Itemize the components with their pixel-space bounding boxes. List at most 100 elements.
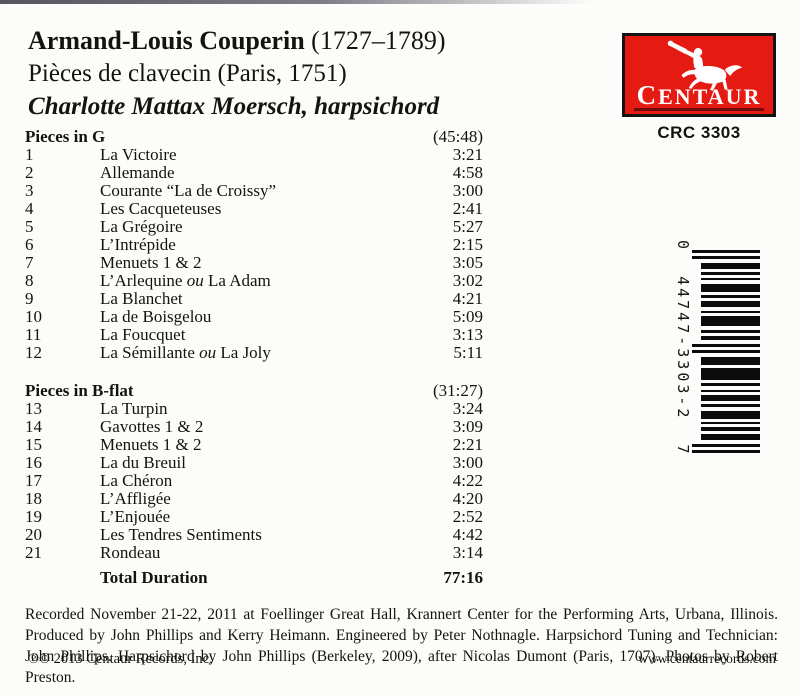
track-title: L’Enjouée [100,507,171,526]
track-number: 21 [25,543,42,562]
centaur-logo-text: CENTAUR [636,80,762,110]
track-row: 4 Les Cacqueteuses 2:41 [25,200,483,218]
track-section: Pieces in G (45:48) 1 La Victoire 3:21 2 Allem… [25,127,483,362]
track-title: La Turpin [100,399,168,418]
track-section: Pieces in B-flat (31:27) 13 La Turpin 3:24 14… [25,381,483,562]
track-number: 8 [25,271,34,290]
barcode-bar [701,295,760,298]
track-title: La du Breuil [100,453,186,472]
barcode-bar [701,311,760,313]
section-duration: (45:48) [432,127,483,146]
barcode-bar [692,350,760,353]
barcode-bar [701,427,760,431]
track-row: 15 Menuets 1 & 2 2:21 [25,436,483,454]
composer-name: Armand-Louis Couperin [28,26,305,55]
section-title: Pieces in B-flat [25,381,134,400]
barcode-bar [701,301,760,307]
track-title: Allemande [100,163,175,182]
track-number: 11 [25,325,42,344]
track-row: 11 La Foucquet 3:13 [25,326,483,344]
track-row: 21 Rondeau 3:14 [25,544,483,562]
track-time: 5:11 [453,343,483,362]
credits-text: Recorded November 21-22, 2011 at Foellin… [25,605,778,686]
scan-edge-strip [0,0,592,4]
track-time: 3:05 [452,253,483,272]
track-time: 3:02 [452,271,483,290]
tracklist: Pieces in G (45:48) 1 La Victoire 3:21 2 Allem… [25,127,483,587]
track-time: 3:14 [452,543,483,562]
track-number: 16 [25,453,42,472]
track-time: 3:13 [452,325,483,344]
track-row: 2 Allemande 4:58 [25,164,483,182]
track-number: 17 [25,471,42,490]
barcode-bar [701,357,760,365]
track-number: 4 [25,199,34,218]
track-title: Rondeau [100,543,161,562]
track-time: 3:00 [452,181,483,200]
track-row: 14 Gavottes 1 & 2 3:09 [25,418,483,436]
barcode-bar [701,383,760,386]
track-row: 20 Les Tendres Sentiments 4:42 [25,526,483,544]
track-title: L’Affligée [100,489,171,508]
track-number: 19 [25,507,42,526]
track-number: 9 [25,289,34,308]
track-title: Les Tendres Sentiments [100,525,262,544]
track-number: 6 [25,235,34,254]
section-title: Pieces in G [25,127,106,146]
barcode-bar [692,444,760,447]
track-number: 3 [25,181,34,200]
track-row: 3 Courante “La de Croissy” 3:00 [25,182,483,200]
total-duration-label: Total Duration [100,568,208,587]
barcode-bar [701,368,760,380]
track-row: 19 L’Enjouée 2:52 [25,508,483,526]
track-time: 3:21 [452,145,483,164]
work-title: Pièces de clavecin (Paris, 1751) [28,60,347,87]
track-title: La Sémillante ou La Joly [100,343,271,362]
track-title: Gavottes 1 & 2 [100,417,204,436]
barcode-bar [701,330,760,333]
track-row: 1 La Victoire 3:21 [25,146,483,164]
track-number: 7 [25,253,34,272]
barcode-bar [701,395,760,401]
track-time: 5:27 [452,217,483,236]
barcode-bar [701,272,760,275]
track-number: 20 [25,525,42,544]
catalog-number: CRC 3303 [657,123,741,142]
track-number: 2 [25,163,34,182]
track-row: 9 La Blanchet 4:21 [25,290,483,308]
barcode-bar [701,404,760,407]
track-title: La Grégoire [100,217,183,236]
centaur-logo: CENTAUR [622,33,776,117]
total-duration-row: Total Duration 77:16 [25,568,483,587]
track-title: L’Intrépide [100,235,176,254]
barcode-digits: 0 44747-3303-2 7 [674,240,692,457]
track-title: La Blanchet [100,289,183,308]
track-title: La Chéron [100,471,173,490]
track-title: La Victoire [100,145,177,164]
track-number: 12 [25,343,42,362]
barcode-bars [692,250,760,453]
track-time: 5:09 [452,307,483,326]
track-time: 2:41 [452,199,483,218]
track-time: 3:00 [452,453,483,472]
barcode-bar [701,284,760,292]
barcode-bar [692,344,760,347]
track-row: 12 La Sémillante ou La Joly 5:11 [25,344,483,362]
track-title: La de Boisgelou [100,307,212,326]
track-row: 5 La Grégoire 5:27 [25,218,483,236]
barcode-bar [701,263,760,269]
track-number: 15 [25,435,42,454]
performer-line: Charlotte Mattax Moersch, harpsichord [28,93,440,120]
track-title: Menuets 1 & 2 [100,253,202,272]
track-sections: Pieces in G (45:48) 1 La Victoire 3:21 2 Allem… [25,127,483,562]
track-time: 4:21 [452,289,483,308]
copyright-line: ℗© 2013 Centaur Records, Inc. [28,651,213,667]
barcode-bar [692,250,760,253]
album-header: Armand-Louis Couperin (1727–1789) Pièces… [28,24,445,123]
centaur-icon [667,40,743,91]
barcode-bar [701,336,760,340]
barcode-bar [701,434,760,440]
composer-line: Armand-Louis Couperin (1727–1789) [28,24,445,57]
section-header: Pieces in B-flat (31:27) [25,381,483,400]
